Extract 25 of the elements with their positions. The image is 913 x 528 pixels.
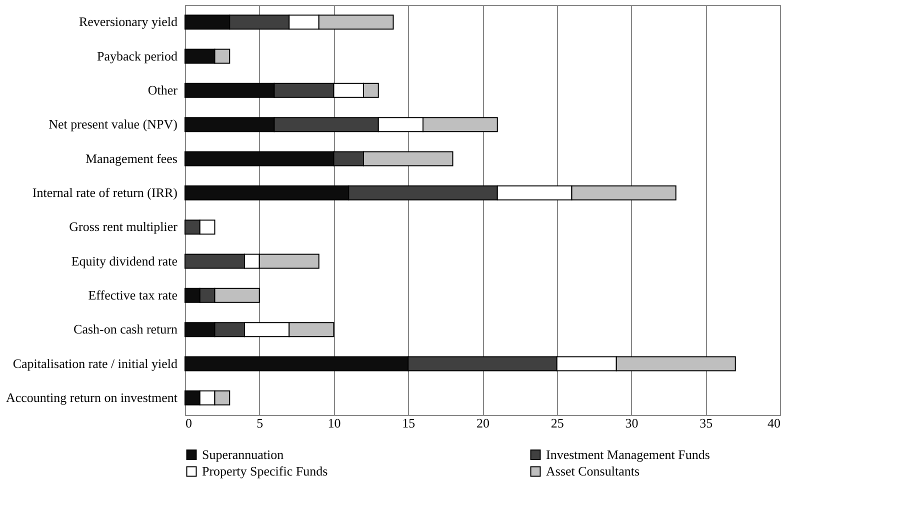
legend-label: Investment Management Funds [546,446,710,462]
y-tick-label: Management fees [85,150,178,166]
x-tick-label: 20 [476,416,490,430]
y-tick-label: Accounting return on investment [6,390,178,405]
y-tick-label: Reversionary yield [78,14,178,30]
legend-label: Property Specific Funds [202,464,328,478]
y-tick-label: Net present value (NPV) [48,116,178,132]
y-tick-label: Internal rate of return (IRR) [32,184,178,200]
x-tick-label: 15 [402,416,416,430]
x-tick-label: 30 [625,416,638,430]
x-tick-label: 35 [700,416,713,430]
y-tick-label: Capitalisation rate / initial yield [12,356,178,371]
x-tick-label: 40 [768,416,780,430]
y-tick-label: Equity dividend rate [71,253,178,268]
legend-label: Asset Consultants [546,464,640,478]
x-tick-label: 25 [550,416,564,430]
y-tick-label: Gross rent multiplier [69,219,178,234]
x-tick-label: 10 [328,416,341,430]
y-tick-label: Other [148,82,178,98]
y-tick-label: Cash-on cash return [74,322,178,337]
legend-label: Superannuation [202,446,284,462]
y-tick-label: Effective tax rate [88,287,178,302]
y-tick-label: Payback period [96,48,178,64]
x-tick-label: 0 [186,416,192,430]
x-tick-label: 5 [256,416,264,430]
